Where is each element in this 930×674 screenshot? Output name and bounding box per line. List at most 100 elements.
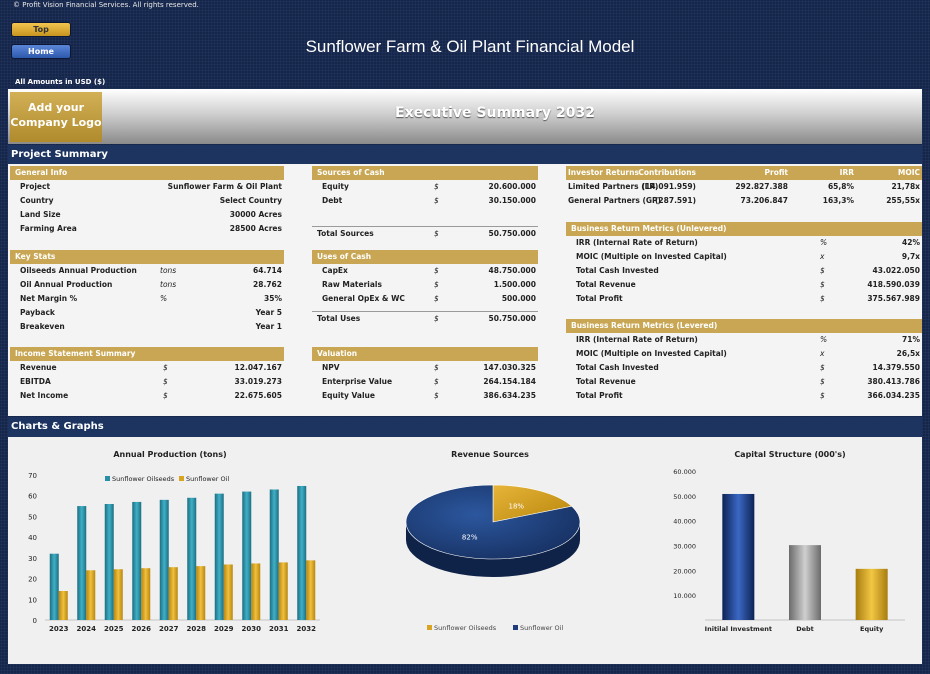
legend-label: Sunflower Oil (520, 624, 563, 632)
unlevered-metrics-header: Business Return Metrics (Unlevered) (566, 222, 922, 236)
table-row: Total Profit $375.567.989 (566, 292, 922, 306)
row-value: Year 5 (255, 308, 282, 317)
x-tick-label: Equity (860, 625, 884, 633)
y-tick-label: 0 (33, 617, 37, 625)
row-unit: tons (160, 280, 177, 289)
oilseeds-bar (77, 506, 87, 620)
table-row: Net Income $22.675.605 (10, 389, 284, 403)
x-tick-label: 2032 (297, 625, 317, 633)
row-label: Total Cash Invested (576, 363, 659, 372)
legend-label: Sunflower Oil (186, 475, 229, 483)
row-value: 28.762 (253, 280, 282, 289)
x-tick-label: 2031 (269, 625, 289, 633)
table-row: EBITDA $33.019.273 (10, 375, 284, 389)
row-label: Equity (322, 182, 349, 191)
oil-bar (113, 569, 123, 620)
row-value: 386.634.235 (483, 391, 536, 400)
charts-graphs-header: Charts & Graphs (8, 417, 922, 437)
row-value: 64.714 (253, 266, 282, 275)
x-tick-label: Initilal Investment (705, 625, 772, 633)
table-row: MOIC (Multiple on Invested Capital) x 26,5… (566, 347, 922, 361)
legend-swatch-oilseeds (427, 625, 432, 630)
currency-note: All Amounts in USD ($) (15, 78, 106, 86)
row-label: Enterprise Value (322, 377, 393, 386)
row-value: 375.567.989 (867, 294, 920, 303)
row-label: Country (20, 196, 54, 205)
annual-production-chart-title: Annual Production (tons) (113, 450, 227, 459)
investor-returns-table: Investor Returns Contributions Profit IRR MO… (566, 166, 922, 208)
row-unit: x (820, 349, 825, 358)
table-row: IRR (Internal Rate of Return)% 42% (566, 236, 922, 250)
investor-returns-col-header: Contributions (638, 168, 696, 177)
table-row: MOIC (Multiple on Invested Capital) x 9,7x (566, 250, 922, 264)
x-tick-label: 2025 (104, 625, 124, 633)
y-tick-label: 20 (28, 576, 37, 584)
row-label: Project (20, 182, 51, 191)
x-tick-label: 2024 (77, 625, 97, 633)
row-label: Oil Annual Production (20, 280, 113, 289)
table-row: Equity $20.600.000 (312, 180, 538, 194)
row-label: Equity Value (322, 391, 375, 400)
table-row: Total Cash Invested $43.022.050 (566, 264, 922, 278)
investor-returns-cell: 292.827.388 (735, 182, 788, 191)
y-tick-label: 20.000 (673, 567, 696, 575)
valuation-table: Valuation NPV $147.030.325 Enterprise Valu… (312, 347, 538, 403)
revenue-sources-chart-title: Revenue Sources (451, 450, 529, 459)
uses-of-cash-header: Uses of Cash (312, 250, 538, 264)
table-row: Debt $30.150.000 (312, 194, 538, 208)
table-row: Oilseeds Annual Production tons 64.714 (10, 264, 284, 278)
capital-structure-chart-title: Capital Structure (000's) (734, 450, 846, 459)
levered-metrics-header: Business Return Metrics (Levered) (566, 319, 922, 333)
table-row: Total Profit $366.034.235 (566, 389, 922, 403)
row-label: Total Revenue (576, 377, 636, 386)
x-tick-label: 2030 (242, 625, 262, 633)
row-unit: $ (434, 294, 439, 303)
total-unit: $ (434, 229, 439, 238)
oil-bar (141, 568, 151, 620)
investor-returns-cell: 73.206.847 (740, 196, 788, 205)
oil-bar (58, 591, 68, 620)
general-info-table: General Info Project Sunflower Farm & Oil… (10, 166, 284, 236)
legend-label: Sunflower Oilseeds (434, 624, 497, 632)
y-tick-label: 10 (28, 596, 37, 604)
income-statement-header: Income Statement Summary (10, 347, 284, 361)
investor-returns-cell: 163,3% (822, 196, 854, 205)
legend-swatch-oilseeds (105, 476, 110, 481)
table-row: General Partners (GP) (287.591) 73.206.847… (566, 194, 922, 208)
valuation-header: Valuation (312, 347, 538, 361)
table-row: Land Size 30000 Acres (10, 208, 284, 222)
row-label: Revenue (20, 363, 57, 372)
top-button[interactable]: Top (11, 22, 71, 37)
investor-returns-col-header: Investor Returns (568, 168, 639, 177)
row-label: Raw Materials (322, 280, 382, 289)
row-label: IRR (Internal Rate of Return) (576, 238, 698, 247)
y-tick-label: 70 (28, 472, 37, 480)
executive-summary-title: Executive Summary 2032 (395, 105, 595, 121)
table-row: NPV $147.030.325 (312, 361, 538, 375)
table-row: Equity Value $386.634.235 (312, 389, 538, 403)
table-row: CapEx $48.750.000 (312, 264, 538, 278)
row-label: Farming Area (20, 224, 77, 233)
table-row: Payback Year 5 (10, 306, 284, 320)
home-button[interactable]: Home (11, 44, 71, 59)
row-unit: $ (163, 391, 168, 400)
company-logo-placeholder[interactable]: Add your Company Logo (10, 92, 102, 142)
oilseeds-bar (159, 499, 169, 620)
copyright-text: © Profit Vision Financial Services. All … (13, 1, 199, 9)
y-tick-label: 40 (28, 534, 37, 542)
investor-returns-col-header: MOIC (897, 168, 920, 177)
row-label: Net Margin % (20, 294, 78, 303)
row-value: 22.675.605 (234, 391, 282, 400)
row-unit: $ (434, 391, 439, 400)
y-tick-label: 30 (28, 555, 37, 563)
levered-metrics-table: Business Return Metrics (Levered) IRR (I… (566, 319, 922, 403)
row-unit: $ (434, 182, 439, 191)
row-unit: $ (434, 280, 439, 289)
row-unit: $ (820, 377, 825, 386)
row-unit: $ (434, 377, 439, 386)
sources-of-cash-table: Sources of Cash Equity $20.600.000 Debt $30… (312, 166, 538, 240)
row-label: NPV (322, 363, 340, 372)
investor-returns-cell: 21,78x (891, 182, 920, 191)
total-row: Total Uses $50.750.000 (312, 311, 538, 325)
